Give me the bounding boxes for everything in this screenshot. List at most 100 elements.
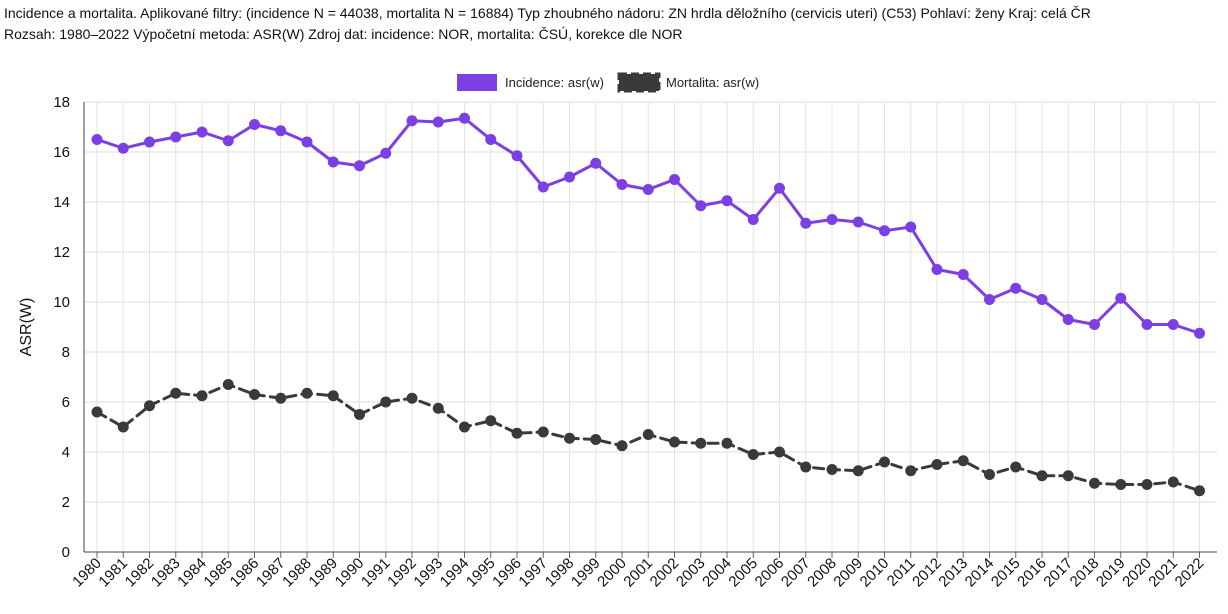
mortalita-point[interactable] <box>91 406 103 418</box>
mortalita-point[interactable] <box>432 402 444 414</box>
incidence-point[interactable] <box>301 136 313 148</box>
mortalita-point[interactable] <box>957 455 969 467</box>
mortalita-point[interactable] <box>406 392 418 404</box>
mortalita-point[interactable] <box>931 459 943 470</box>
incidence-point[interactable] <box>1089 319 1100 330</box>
x-tick-label: 2003 <box>673 555 709 591</box>
y-tick-label: 12 <box>53 244 70 261</box>
legend-item-mortalita[interactable]: Mortalita: asr(w) <box>617 72 759 93</box>
incidence-point[interactable] <box>616 179 628 190</box>
mortalita-point[interactable] <box>1036 470 1048 482</box>
mortalita-point[interactable] <box>1167 476 1179 488</box>
incidence-point[interactable] <box>327 156 339 168</box>
mortalita-point[interactable] <box>774 446 785 458</box>
mortalita-point[interactable] <box>511 427 523 439</box>
mortalita-point[interactable] <box>537 426 549 438</box>
incidence-point[interactable] <box>459 112 470 124</box>
mortalita-point[interactable] <box>616 440 628 452</box>
incidence-point[interactable] <box>485 134 497 145</box>
mortalita-point[interactable] <box>590 434 602 445</box>
incidence-point[interactable] <box>774 182 785 194</box>
incidence-point[interactable] <box>406 115 418 127</box>
mortalita-point[interactable] <box>117 421 129 433</box>
mortalita-point[interactable] <box>1010 461 1022 473</box>
incidence-point[interactable] <box>879 225 890 237</box>
incidence-point[interactable] <box>852 216 864 228</box>
incidence-point[interactable] <box>931 264 943 275</box>
incidence-point[interactable] <box>354 160 365 172</box>
incidence-point[interactable] <box>380 147 392 159</box>
mortalita-point[interactable] <box>144 400 155 412</box>
mortalita-point[interactable] <box>1115 479 1127 490</box>
mortalita-point[interactable] <box>485 415 497 427</box>
incidence-point[interactable] <box>1036 294 1048 305</box>
mortalita-point[interactable] <box>984 469 995 480</box>
x-tick-label: 1998 <box>542 555 578 591</box>
mortalita-point[interactable] <box>459 421 470 433</box>
mortalita-point[interactable] <box>380 396 392 408</box>
incidence-point[interactable] <box>800 217 812 229</box>
incidence-point[interactable] <box>826 214 838 225</box>
incidence-point[interactable] <box>91 134 103 145</box>
mortalita-point[interactable] <box>1141 479 1153 490</box>
incidence-point[interactable] <box>957 269 969 280</box>
legend-item-incidence[interactable]: Incidence: asr(w) <box>457 74 604 91</box>
x-tick-label: 2017 <box>1040 555 1076 591</box>
chart-filter-line-2: Rozsah: 1980–2022 Výpočetní metoda: ASR(… <box>4 26 683 42</box>
mortalita-point[interactable] <box>1062 470 1074 482</box>
incidence-series <box>91 112 1205 339</box>
incidence-point[interactable] <box>432 116 444 128</box>
mortalita-point[interactable] <box>800 461 812 473</box>
incidence-point[interactable] <box>222 135 234 147</box>
mortalita-point[interactable] <box>222 379 234 390</box>
incidence-point[interactable] <box>984 294 995 305</box>
incidence-point[interactable] <box>1115 292 1127 304</box>
mortalita-point[interactable] <box>721 437 733 449</box>
mortalita-point[interactable] <box>695 437 707 449</box>
mortalita-point[interactable] <box>327 390 339 402</box>
mortalita-point[interactable] <box>1194 485 1205 497</box>
mortalita-point[interactable] <box>747 449 759 460</box>
incidence-point[interactable] <box>695 200 707 212</box>
mortalita-point[interactable] <box>905 465 917 477</box>
x-tick-label: 2001 <box>620 555 656 591</box>
incidence-point[interactable] <box>170 131 182 143</box>
mortalita-point[interactable] <box>669 436 680 448</box>
incidence-point[interactable] <box>144 136 155 148</box>
x-tick-label: 2006 <box>752 555 788 591</box>
mortalita-point[interactable] <box>879 456 890 468</box>
mortalita-point[interactable] <box>1089 477 1100 489</box>
incidence-point[interactable] <box>275 125 287 137</box>
incidence-point[interactable] <box>511 150 523 162</box>
incidence-point[interactable] <box>669 174 680 185</box>
incidence-point[interactable] <box>564 171 575 183</box>
mortalita-point[interactable] <box>249 389 260 400</box>
mortalita-point[interactable] <box>564 432 575 444</box>
mortalita-point[interactable] <box>170 387 182 399</box>
mortalita-point[interactable] <box>301 387 313 399</box>
incidence-point[interactable] <box>721 195 733 207</box>
incidence-point[interactable] <box>537 181 549 193</box>
incidence-point[interactable] <box>1167 319 1179 330</box>
x-tick-label: 1999 <box>568 555 604 591</box>
mortalita-point[interactable] <box>354 409 365 420</box>
incidence-point[interactable] <box>1141 319 1153 330</box>
incidence-point[interactable] <box>1194 327 1205 339</box>
x-tick-label: 2011 <box>884 555 919 590</box>
mortalita-point[interactable] <box>642 429 654 440</box>
incidence-point[interactable] <box>747 214 759 225</box>
incidence-point[interactable] <box>1062 314 1074 325</box>
mortalita-point[interactable] <box>852 465 864 477</box>
incidence-point[interactable] <box>117 142 129 154</box>
incidence-point[interactable] <box>590 157 602 169</box>
mortalita-point[interactable] <box>275 392 287 404</box>
incidence-point[interactable] <box>249 119 260 130</box>
incidence-point[interactable] <box>1010 282 1022 294</box>
legend[interactable]: Incidence: asr(w) Mortalita: asr(w) <box>457 72 759 93</box>
incidence-point[interactable] <box>905 221 917 233</box>
x-tick-label: 1991 <box>358 555 394 591</box>
incidence-point[interactable] <box>196 126 208 138</box>
mortalita-point[interactable] <box>826 464 838 475</box>
mortalita-point[interactable] <box>196 390 208 402</box>
incidence-point[interactable] <box>642 184 654 195</box>
